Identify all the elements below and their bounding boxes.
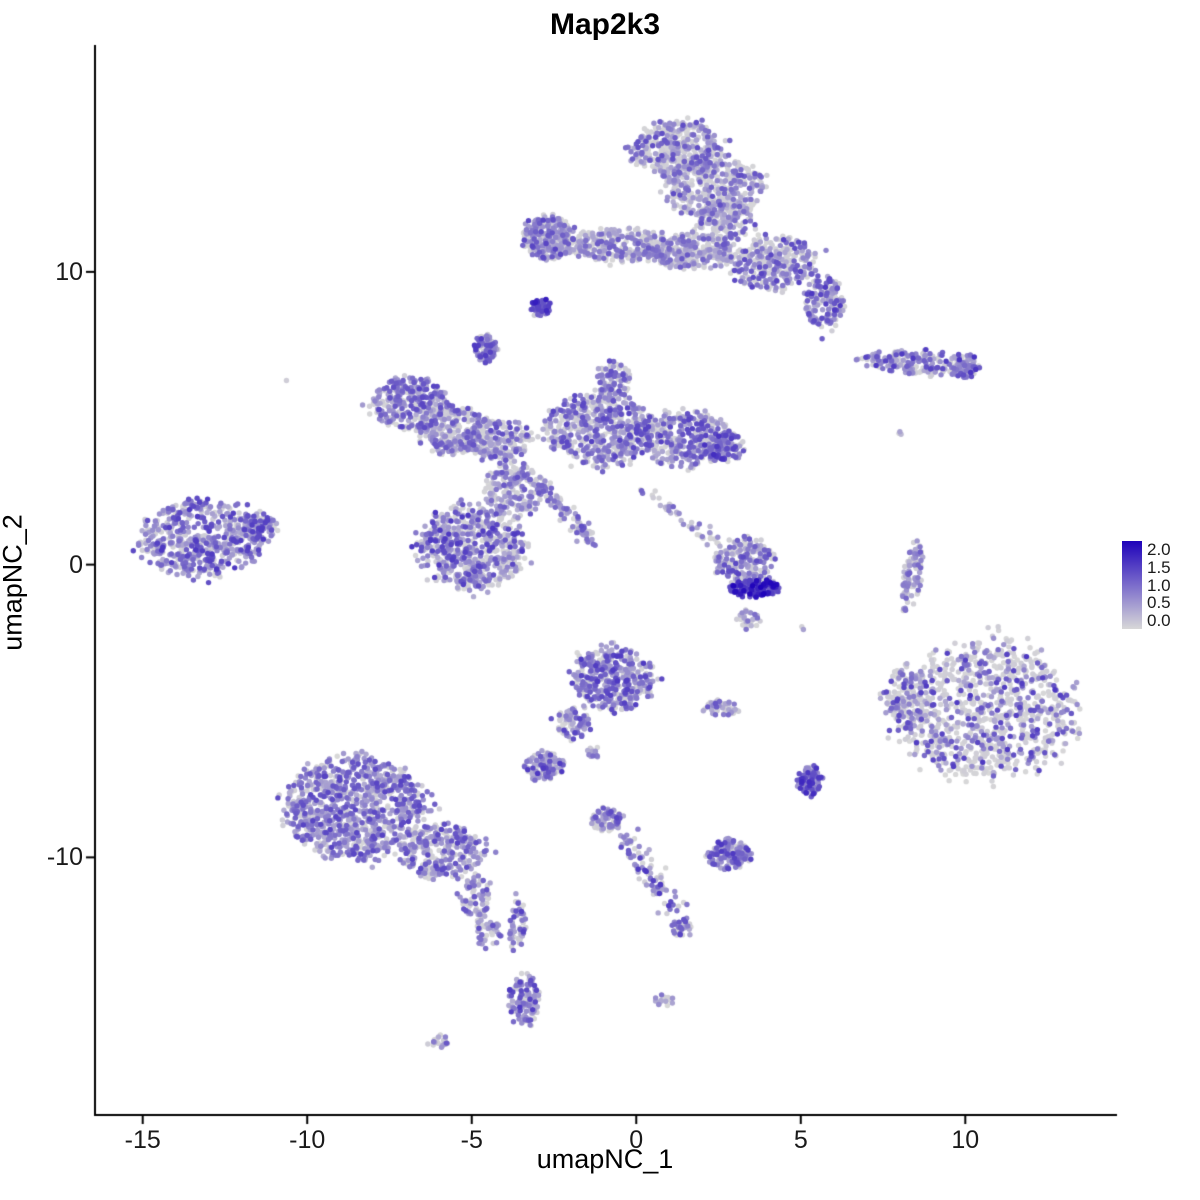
legend-label: 0.0 [1147,611,1171,630]
x-tick-label: 10 [951,1126,980,1154]
legend-label: 0.5 [1147,593,1171,613]
x-tick-label: -10 [289,1126,326,1154]
legend-gradient-bar [1122,541,1142,629]
y-tick-label: 0 [69,550,83,579]
x-tick-label: 0 [629,1126,644,1154]
x-tick-label: 5 [793,1126,808,1154]
plot-title: Map2k3 [549,8,661,41]
y-tick-label: -10 [46,843,83,872]
x-tick-label: -15 [124,1126,161,1154]
legend-label: 1.0 [1147,575,1171,595]
y-axis-label: umapNC_2 [0,514,28,651]
legend-tick-labels: 2.0 1.5 1.0 0.5 0.0 [1147,541,1171,629]
legend-label: 1.5 [1147,557,1171,577]
legend-label: 2.0 [1147,540,1171,559]
expression-legend: 2.0 1.5 1.0 0.5 0.0 [1122,541,1171,629]
x-tick-label: -5 [460,1126,483,1154]
x-axis-label: umapNC_1 [536,1144,674,1174]
y-tick-label: 10 [55,257,83,286]
